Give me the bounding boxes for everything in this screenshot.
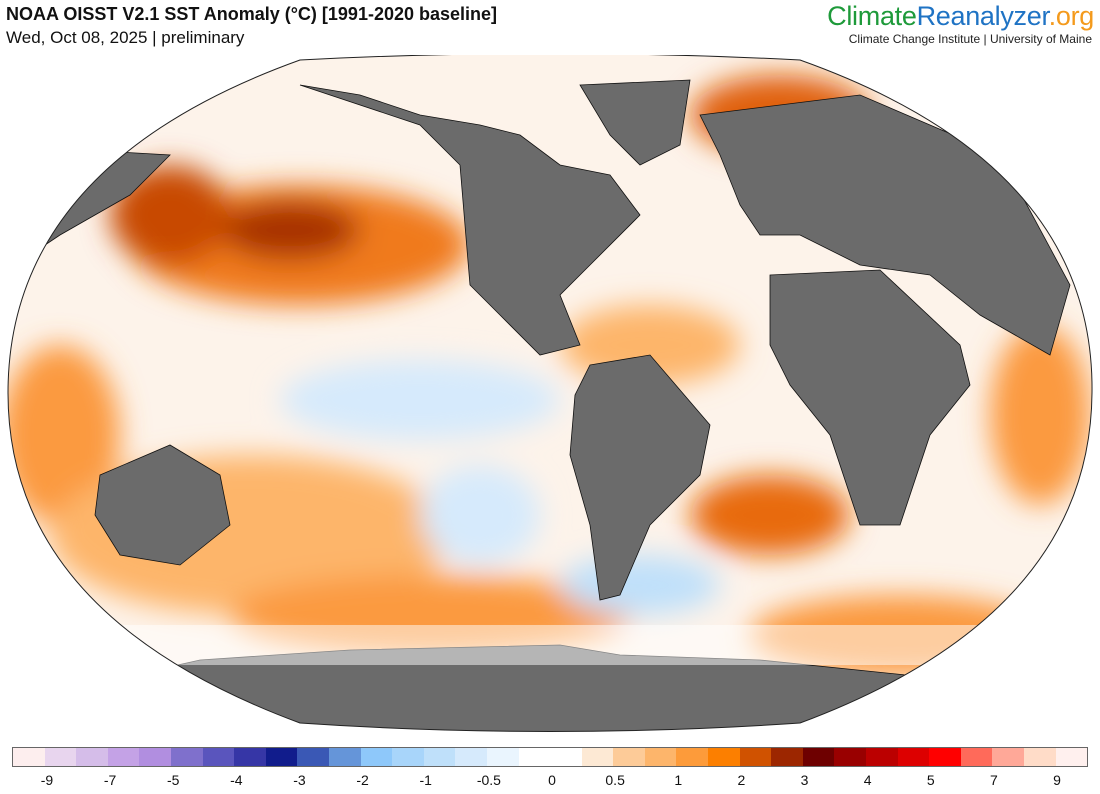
colorbar-tick-label: 4 — [863, 772, 872, 788]
greenland — [579, 79, 691, 166]
colorbar-swatch — [866, 748, 898, 766]
colorbar-tick-label: -1 — [419, 772, 432, 788]
colorbar-swatch — [960, 748, 993, 766]
colorbar-swatch — [581, 748, 614, 766]
colorbar-swatch — [265, 748, 298, 766]
colorbar-tick-label: -2 — [356, 772, 369, 788]
colorbar-swatch — [929, 748, 961, 766]
colorbar-tick-label: 5 — [926, 772, 935, 788]
colorbar-swatch — [360, 748, 393, 766]
colorbar-swatch — [170, 748, 203, 766]
colorbar-swatch — [1055, 748, 1088, 766]
colorbar-tick-label: 1 — [674, 772, 683, 788]
colorbar-swatch — [234, 748, 266, 766]
australia — [94, 444, 231, 566]
colorbar-tick-label: 3 — [800, 772, 809, 788]
brand-part: Climate — [827, 1, 917, 31]
colorbar-swatch — [13, 748, 45, 766]
brand-logo[interactable]: ClimateReanalyzer.org — [827, 1, 1094, 32]
map-date: Wed, Oct 08, 2025 | preliminary — [6, 28, 245, 47]
colorbar-tick-label: -9 — [40, 772, 54, 788]
land-masses — [8, 79, 1093, 732]
sst-anomaly-map — [7, 55, 1093, 732]
colorbar-tick-label: 0 — [548, 772, 556, 788]
colorbar-swatch — [44, 748, 77, 766]
colorbar-tick-label: 9 — [1053, 772, 1061, 788]
colorbar-swatch — [76, 748, 108, 766]
colorbar-swatch — [708, 748, 740, 766]
africa — [769, 269, 971, 526]
colorbar-labels: -9 -7 -5 -4 -3 -2 -1 -0.5 0 0.5 1 2 3 4 5 7 9 — [12, 772, 1072, 788]
colorbar-tick-label: 7 — [989, 772, 998, 788]
colorbar-swatch — [613, 748, 645, 766]
colorbar-tick-label: -3 — [293, 772, 306, 788]
colorbar-swatch — [107, 748, 140, 766]
colorbar-swatch — [676, 748, 709, 766]
brand-part: .org — [1048, 1, 1095, 31]
colorbar-swatch — [518, 748, 582, 766]
colorbar-swatch — [802, 748, 835, 766]
colorbar-swatch — [739, 748, 772, 766]
north-america — [299, 84, 641, 356]
colorbar-swatch — [897, 748, 930, 766]
brand-subtitle: Climate Change Institute | University of… — [848, 32, 1092, 46]
colorbar-tick-label: 2 — [737, 772, 746, 788]
colorbar-tick-label: -4 — [230, 772, 243, 788]
colorbar-swatch — [139, 748, 171, 766]
colorbar-swatch — [455, 748, 487, 766]
colorbar-swatch — [771, 748, 803, 766]
colorbar-swatch — [423, 748, 456, 766]
colorbar-swatch — [328, 748, 361, 766]
colorbar-tick-label: -0.5 — [476, 772, 501, 788]
south-america — [569, 354, 711, 601]
colorbar — [12, 747, 1088, 767]
colorbar-tick-label: -7 — [103, 772, 117, 788]
colorbar-swatch — [202, 748, 235, 766]
brand-part: Reanalyzer — [916, 1, 1049, 31]
colorbar-swatch — [644, 748, 677, 766]
colorbar-swatch — [486, 748, 519, 766]
colorbar-swatch — [992, 748, 1024, 766]
colorbar-tick-label: 0.5 — [605, 772, 625, 788]
map-title: NOAA OISST V2.1 SST Anomaly (°C) [1991-2… — [6, 4, 498, 24]
colorbar-swatch — [297, 748, 329, 766]
colorbar-swatch — [1023, 748, 1056, 766]
colorbar-swatch — [392, 748, 424, 766]
colorbar-tick-label: -5 — [167, 772, 180, 788]
colorbar-swatch — [834, 748, 867, 766]
